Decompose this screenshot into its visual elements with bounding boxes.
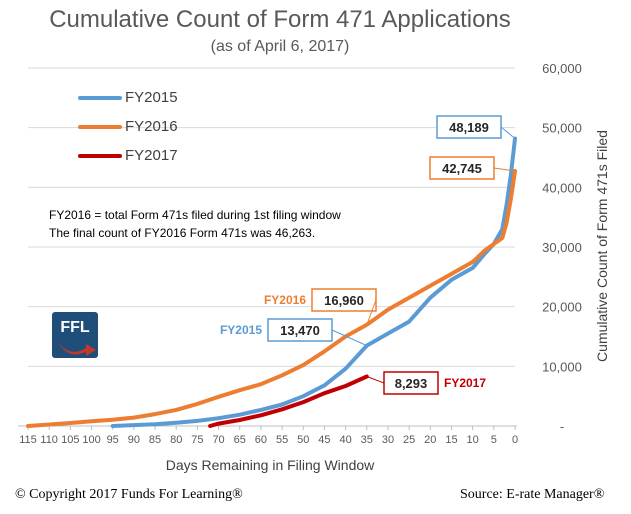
x-tick-label: 50 xyxy=(297,434,309,446)
leader-line xyxy=(500,126,516,139)
x-tick-label: 60 xyxy=(255,434,267,446)
leader-line xyxy=(331,329,367,347)
y-tick-label: 50,000 xyxy=(542,121,582,136)
x-tick-label: 15 xyxy=(445,434,457,446)
y-tick-label: 20,000 xyxy=(542,300,582,315)
y-tick-label: 40,000 xyxy=(542,180,582,195)
x-tick-label: 45 xyxy=(318,434,330,446)
y-tick-label: - xyxy=(560,419,564,434)
x-tick-label: 95 xyxy=(107,434,119,446)
x-tick-label: 25 xyxy=(403,434,415,446)
logo-text: FFL xyxy=(60,319,90,336)
data-label-fy2016: 16,960 xyxy=(324,293,364,308)
legend-label-fy2016: FY2016 xyxy=(125,118,178,135)
note-line-2: The final count of FY2016 Form 471s was … xyxy=(49,226,316,240)
x-tick-label: 105 xyxy=(61,434,79,446)
x-tick-label: 20 xyxy=(424,434,436,446)
leader-line xyxy=(366,376,385,384)
data-label-fy2015: 13,470 xyxy=(280,323,320,338)
x-tick-label: 40 xyxy=(339,434,351,446)
leader-line xyxy=(366,299,377,325)
series-annotation-label: FY2016 xyxy=(264,293,306,307)
x-tick-label: 65 xyxy=(234,434,246,446)
y-tick-label: 30,000 xyxy=(542,240,582,255)
data-label-fy2017: 8,293 xyxy=(395,376,428,391)
series-annotation-label: FY2015 xyxy=(220,323,262,337)
x-tick-label: 35 xyxy=(361,434,373,446)
source-text: Source: E-rate Manager® xyxy=(460,487,605,502)
y-axis-label: Cumulative Count of Form 471s Filed xyxy=(594,130,610,362)
x-tick-label: 0 xyxy=(512,434,518,446)
x-tick-label: 30 xyxy=(382,434,394,446)
x-tick-label: 85 xyxy=(149,434,161,446)
x-tick-label: 80 xyxy=(170,434,182,446)
note-line-1: FY2016 = total Form 471s filed during 1s… xyxy=(49,208,341,222)
series-line-fy2017 xyxy=(208,374,369,428)
x-tick-label: 115 xyxy=(19,434,37,446)
x-tick-label: 100 xyxy=(82,434,100,446)
x-tick-label: 5 xyxy=(491,434,497,446)
x-tick-label: 90 xyxy=(128,434,140,446)
ffl-logo: FFL xyxy=(52,312,98,358)
copyright-text: © Copyright 2017 Funds For Learning® xyxy=(15,487,243,502)
x-tick-label: 75 xyxy=(191,434,203,446)
chart-subtitle: (as of April 6, 2017) xyxy=(210,38,350,55)
y-tick-label: 60,000 xyxy=(542,61,582,76)
x-tick-label: 110 xyxy=(40,434,58,446)
legend-label-fy2015: FY2015 xyxy=(125,89,178,106)
leader-line xyxy=(493,167,516,172)
data-label-fy2016: 42,745 xyxy=(442,161,482,176)
series-annotation-label: FY2017 xyxy=(444,376,486,390)
x-axis-label: Days Remaining in Filing Window xyxy=(165,457,375,473)
x-tick-label: 10 xyxy=(467,434,479,446)
legend-label-fy2017: FY2017 xyxy=(125,147,178,164)
chart-title: Cumulative Count of Form 471 Application… xyxy=(49,6,511,33)
y-tick-label: 10,000 xyxy=(542,359,582,374)
data-label-fy2015: 48,189 xyxy=(449,120,489,135)
x-tick-label: 70 xyxy=(212,434,224,446)
x-tick-label: 55 xyxy=(276,434,288,446)
series-line-fy2016 xyxy=(26,169,517,428)
